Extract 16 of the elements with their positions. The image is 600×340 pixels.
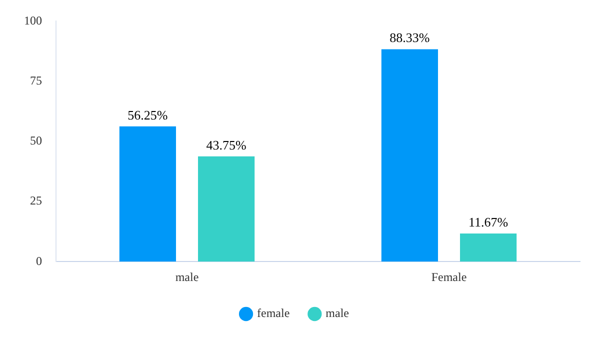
y-tick-label: 50 xyxy=(30,134,42,148)
legend-label: male xyxy=(326,306,349,320)
y-tick-label: 100 xyxy=(24,13,42,28)
data-label: 43.75% xyxy=(206,137,247,152)
data-label: 88.33% xyxy=(390,30,430,46)
x-tick-label: Female xyxy=(431,270,467,284)
y-tick-label: 75 xyxy=(30,73,42,88)
y-tick-label: 0 xyxy=(36,254,42,268)
data-label: 56.25% xyxy=(128,107,168,122)
y-tick-label: 25 xyxy=(30,194,42,208)
bar xyxy=(460,234,517,262)
data-label: 11.67% xyxy=(468,214,508,230)
bar xyxy=(381,49,438,262)
bar xyxy=(198,156,255,262)
bar xyxy=(119,126,176,262)
legend-label: female xyxy=(257,306,290,320)
